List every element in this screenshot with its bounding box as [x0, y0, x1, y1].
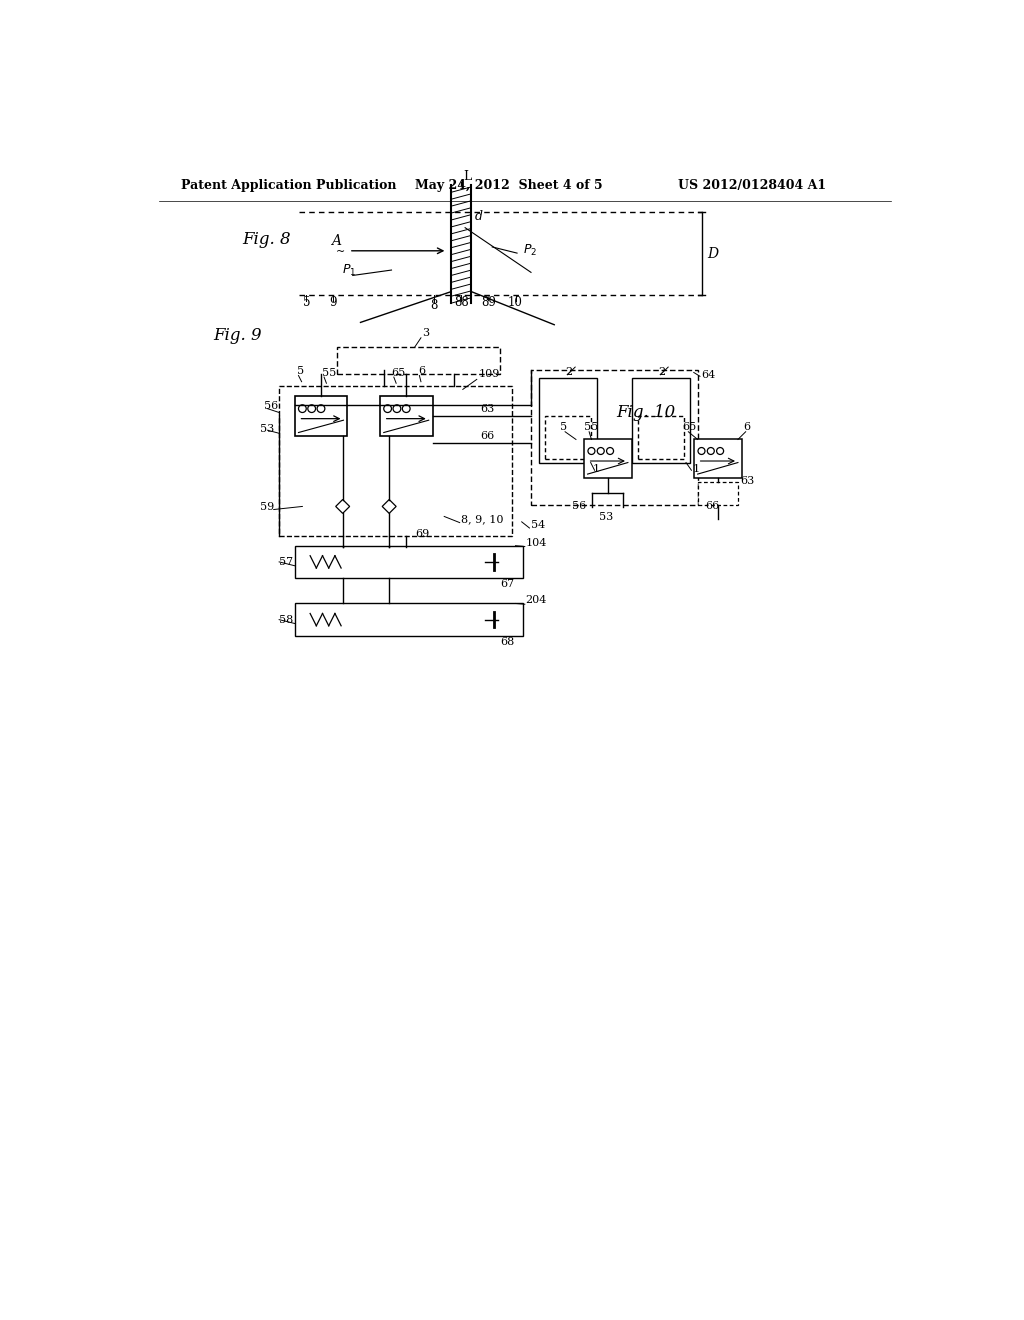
Text: 2: 2 [565, 367, 572, 376]
Bar [337, 347, 500, 374]
Bar [697, 482, 738, 506]
Text: L: L [464, 170, 472, 183]
Text: Patent Application Publication: Patent Application Publication [180, 178, 396, 191]
Text: Fig. 8: Fig. 8 [243, 231, 291, 248]
Text: 53: 53 [260, 424, 274, 434]
Text: 55: 55 [584, 422, 598, 432]
Bar [295, 603, 523, 636]
Text: 65: 65 [391, 367, 406, 378]
Text: 56: 56 [263, 401, 278, 411]
Text: 69: 69 [415, 529, 429, 540]
Bar [295, 545, 523, 578]
Text: $P_2$: $P_2$ [523, 243, 538, 257]
Bar [531, 370, 697, 506]
Text: D: D [708, 247, 719, 261]
Text: 56: 56 [572, 500, 587, 511]
Text: 57: 57 [280, 557, 293, 566]
Bar [280, 385, 512, 536]
Bar [295, 396, 347, 437]
Polygon shape [382, 499, 396, 513]
Text: 64: 64 [701, 370, 716, 380]
Text: 9: 9 [330, 296, 337, 309]
Text: ~: ~ [336, 247, 345, 257]
Text: 204: 204 [525, 595, 547, 606]
Bar [632, 378, 690, 462]
Text: US 2012/0128404 A1: US 2012/0128404 A1 [678, 178, 826, 191]
Text: 5: 5 [297, 366, 304, 376]
Text: 6: 6 [743, 422, 751, 432]
Text: 5: 5 [302, 296, 310, 309]
Text: 10: 10 [508, 296, 523, 309]
Text: 66: 66 [480, 432, 495, 441]
Bar [638, 416, 684, 459]
Text: 2: 2 [658, 367, 666, 376]
Text: 68: 68 [500, 638, 514, 647]
Text: Fig. 10: Fig. 10 [616, 404, 676, 421]
Text: May 24, 2012  Sheet 4 of 5: May 24, 2012 Sheet 4 of 5 [415, 178, 602, 191]
Text: 8, 9, 10: 8, 9, 10 [461, 513, 504, 524]
Text: 5: 5 [560, 422, 567, 432]
Text: 59: 59 [260, 503, 274, 512]
Text: 6: 6 [419, 366, 426, 376]
Text: 53: 53 [599, 512, 613, 523]
Bar [584, 440, 632, 478]
Text: 89: 89 [481, 296, 496, 309]
Bar [539, 378, 597, 462]
Text: 54: 54 [531, 520, 545, 531]
Text: $P_1$: $P_1$ [342, 263, 356, 279]
Polygon shape [336, 499, 349, 513]
Text: 55: 55 [322, 367, 336, 378]
Text: 1: 1 [692, 463, 699, 474]
Text: 104: 104 [525, 537, 547, 548]
Bar [693, 440, 741, 478]
Text: 67: 67 [500, 579, 514, 589]
Text: 3: 3 [423, 329, 430, 338]
Text: 65: 65 [682, 422, 696, 432]
Text: d: d [474, 210, 482, 223]
Text: 63: 63 [480, 404, 495, 414]
Text: 58: 58 [280, 615, 293, 624]
Text: 109: 109 [478, 370, 500, 379]
Bar [545, 416, 591, 459]
Text: 8: 8 [430, 298, 438, 312]
Bar [380, 396, 432, 437]
Text: 66: 66 [706, 500, 720, 511]
Text: 1: 1 [593, 463, 600, 474]
Text: Fig. 9: Fig. 9 [213, 327, 262, 345]
Text: A: A [331, 235, 341, 248]
Text: 63: 63 [740, 477, 755, 486]
Text: 88: 88 [454, 296, 469, 309]
